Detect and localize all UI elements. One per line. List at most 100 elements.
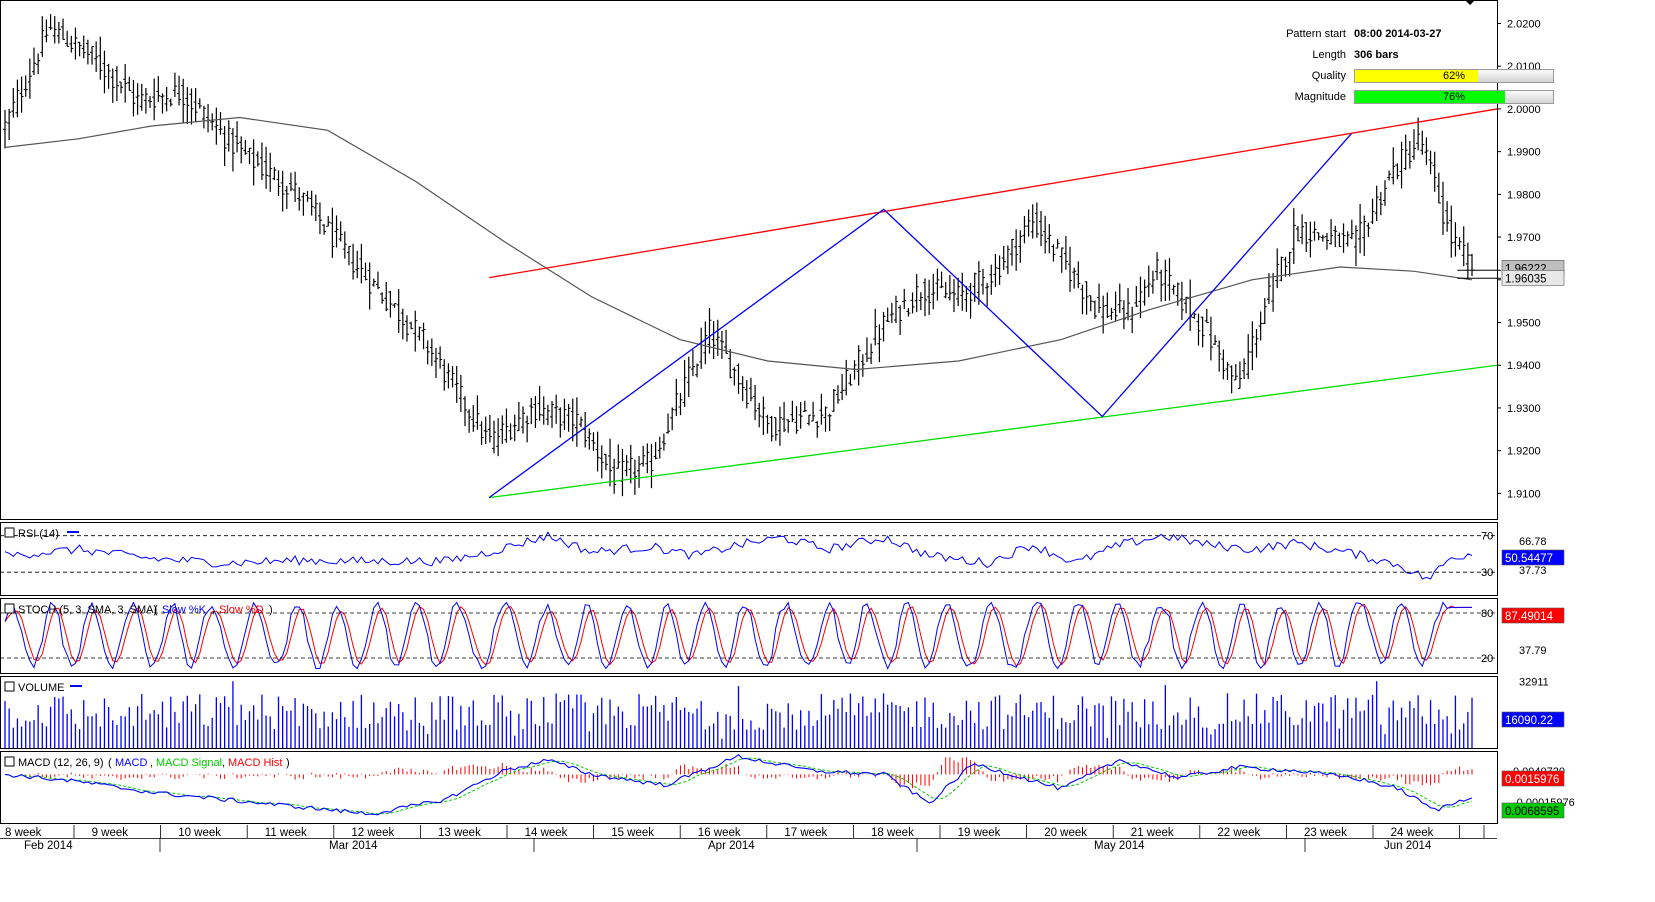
macd-line bbox=[4, 753, 1473, 816]
rsi-line bbox=[4, 531, 1473, 580]
rsi-tick-70: 70 bbox=[1481, 531, 1493, 543]
price-tick-label: 1.9900 bbox=[1507, 147, 1541, 159]
quality-row: Quality 62% bbox=[1260, 67, 1560, 88]
week-label: 20 week bbox=[1044, 827, 1087, 839]
magnitude-row: Magnitude 76% bbox=[1260, 88, 1560, 109]
week-label: 10 week bbox=[178, 827, 221, 839]
macd-current-value: 0.0015976 bbox=[1505, 774, 1559, 786]
week-label: 15 week bbox=[611, 827, 654, 839]
stoch-title: STOCH (5, 3, SMA, 3, SMA) bbox=[18, 604, 157, 616]
price-label-current-box bbox=[1501, 269, 1565, 286]
length-label: Length bbox=[1312, 49, 1346, 61]
price-tick-label: 1.9800 bbox=[1507, 189, 1541, 201]
quality-label: Quality bbox=[1311, 70, 1346, 82]
price-tick-label: 1.9700 bbox=[1507, 232, 1541, 244]
month-label: May 2014 bbox=[1094, 840, 1145, 852]
quality-bar: 62% bbox=[1354, 69, 1554, 83]
week-label: 18 week bbox=[871, 827, 914, 839]
week-label: 12 week bbox=[351, 827, 394, 839]
stoch-current-value: 87.49014 bbox=[1505, 611, 1554, 623]
week-label: 13 week bbox=[438, 827, 481, 839]
price-tick-label: 2.0000 bbox=[1507, 104, 1541, 116]
macd-title: MACD (12, 26, 9) bbox=[18, 757, 104, 769]
macd-legend-signal: MACD Signal bbox=[156, 757, 222, 769]
length-row: Length 306 bars bbox=[1260, 46, 1560, 67]
pattern-start-row: Pattern start 08:00 2014-03-27 bbox=[1260, 25, 1560, 46]
magnitude-value: 76% bbox=[1442, 91, 1466, 103]
resistance-line bbox=[489, 108, 1498, 279]
macd-legend-hist: MACD Hist bbox=[228, 757, 282, 769]
macd-current-value-box bbox=[1501, 770, 1565, 787]
volume-tick: 32911 bbox=[1519, 676, 1549, 688]
rsi-current-value-box bbox=[1501, 549, 1565, 566]
volume-bars bbox=[4, 681, 1473, 748]
moving-average-line bbox=[4, 116, 1473, 371]
volume-close-icon bbox=[4, 681, 15, 692]
magnitude-bar: 76% bbox=[1354, 90, 1554, 104]
week-label: 21 week bbox=[1131, 827, 1174, 839]
support-line bbox=[489, 364, 1498, 499]
price-tick-label: 1.9400 bbox=[1507, 360, 1541, 372]
rsi-close-icon bbox=[4, 527, 15, 538]
macd-legend-macd: MACD bbox=[115, 757, 147, 769]
stoch-legend-paren: ( bbox=[154, 604, 158, 616]
macd-close-icon bbox=[4, 756, 15, 767]
week-label: 19 week bbox=[958, 827, 1001, 839]
price-tick-label: 2.0200 bbox=[1507, 18, 1541, 30]
macd-histogram bbox=[25, 757, 1473, 789]
pattern-info-panel: Pattern start 08:00 2014-03-27 Length 30… bbox=[1260, 25, 1560, 109]
month-label: Feb 2014 bbox=[24, 840, 73, 852]
week-label: 14 week bbox=[525, 827, 568, 839]
price-label-current: 1.96035 bbox=[1505, 273, 1547, 285]
macd-legend-comma: , bbox=[150, 757, 153, 769]
volume-title: VOLUME bbox=[18, 682, 64, 694]
stoch-legend-comma: , bbox=[212, 604, 215, 616]
macd-signal-value: 0.0068595 bbox=[1505, 806, 1559, 818]
stoch-legend-d: Slow %D bbox=[219, 604, 264, 616]
week-label: 24 week bbox=[1391, 827, 1434, 839]
volume-current-value: 16090.22 bbox=[1505, 715, 1553, 727]
length-value: 306 bars bbox=[1354, 49, 1399, 61]
rsi-upper-level: 66.78 bbox=[1519, 536, 1547, 548]
week-label: 9 week bbox=[92, 827, 129, 839]
stoch-tick-80: 80 bbox=[1481, 608, 1493, 620]
stoch-close-icon bbox=[4, 603, 15, 614]
volume-current-value-box bbox=[1501, 711, 1565, 728]
rsi-title: RSI (14) bbox=[18, 528, 59, 540]
pattern-start-value: 08:00 2014-03-27 bbox=[1354, 28, 1442, 40]
stoch-legend-k: Slow %K bbox=[162, 604, 207, 616]
stoch-current-value-box bbox=[1501, 607, 1565, 624]
week-label: 16 week bbox=[698, 827, 741, 839]
week-label: 22 week bbox=[1217, 827, 1260, 839]
magnitude-bar-fill bbox=[1355, 91, 1506, 103]
pattern-zigzag-line bbox=[488, 132, 1353, 499]
price-tick-label: 1.9200 bbox=[1507, 446, 1541, 458]
rsi-tick-30: 30 bbox=[1481, 567, 1493, 579]
macd-legend-paren: ( bbox=[108, 757, 112, 769]
week-label: 17 week bbox=[784, 827, 827, 839]
macd-signal-value-box bbox=[1501, 802, 1565, 819]
month-label: Apr 2014 bbox=[708, 840, 755, 852]
macd-legend-comma: , bbox=[222, 757, 225, 769]
price-tick-label: 1.9500 bbox=[1507, 318, 1541, 330]
magnitude-label: Magnitude bbox=[1294, 91, 1346, 103]
week-label: 23 week bbox=[1304, 827, 1347, 839]
macd-legend-paren: ) bbox=[286, 757, 290, 769]
month-label: Mar 2014 bbox=[329, 840, 378, 852]
stoch-legend-paren: ) bbox=[269, 604, 273, 616]
price-tick-label: 1.9100 bbox=[1507, 488, 1541, 500]
scroll-marker-icon bbox=[1465, 0, 1475, 5]
price-bars bbox=[3, 14, 1474, 497]
pattern-start-label: Pattern start bbox=[1286, 28, 1346, 40]
week-label: 8 week bbox=[5, 827, 42, 839]
week-label: 11 week bbox=[265, 827, 307, 839]
stoch-d-line bbox=[4, 603, 1472, 667]
rsi-lower-level: 37.73 bbox=[1519, 565, 1547, 577]
price-tick-label: 1.9300 bbox=[1507, 403, 1541, 415]
stoch-level: 37.79 bbox=[1519, 645, 1547, 657]
rsi-current-value: 50.54477 bbox=[1505, 553, 1553, 565]
stoch-tick-20: 20 bbox=[1481, 653, 1493, 665]
rsi-panel-frame bbox=[0, 522, 1498, 596]
